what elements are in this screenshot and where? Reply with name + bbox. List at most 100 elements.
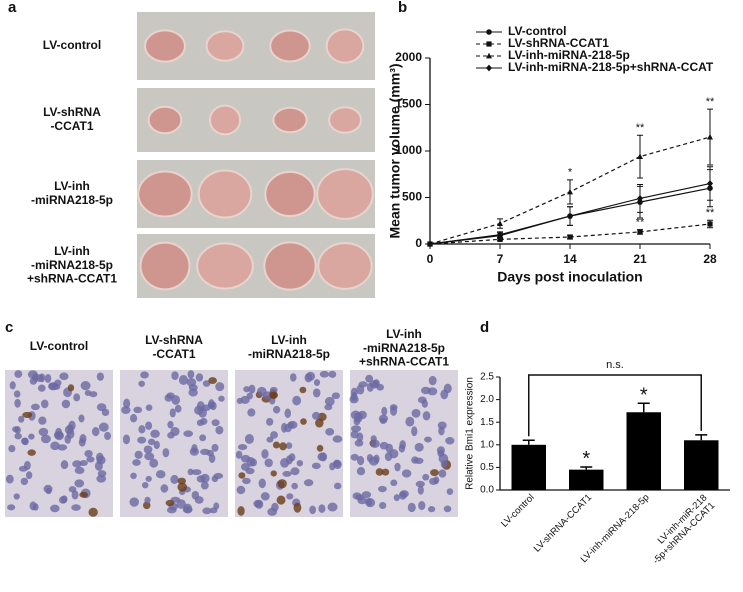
cell-nucleus (12, 426, 20, 433)
cell-nucleus (29, 377, 38, 385)
cell-nucleus (437, 449, 445, 458)
cell-nucleus (288, 453, 296, 462)
cell-nucleus (261, 449, 269, 459)
cell-nucleus (411, 426, 418, 437)
significance: * (640, 384, 648, 406)
cell-nucleus (351, 425, 362, 433)
cell-nucleus (14, 433, 22, 440)
cell-nucleus (170, 426, 180, 437)
cell-nucleus (277, 479, 287, 489)
cell-nucleus (393, 494, 400, 502)
cell-nucleus (428, 375, 437, 386)
cell-nucleus (133, 406, 143, 414)
column-label: LV-inh -miRNA218-5p (248, 333, 330, 361)
cell-nucleus (20, 477, 29, 486)
cell-nucleus (304, 373, 313, 383)
cell-nucleus (289, 373, 297, 382)
cell-nucleus (140, 371, 149, 379)
legend-label: LV-shRNA-CCAT1 (508, 36, 609, 50)
cell-nucleus (378, 414, 389, 423)
cell-nucleus (134, 450, 143, 459)
cell-nucleus (332, 435, 343, 443)
cell-nucleus (356, 466, 366, 476)
significance: ** (636, 216, 645, 228)
legend-label: LV-control (508, 24, 566, 38)
cell-nucleus (256, 386, 267, 396)
point (567, 188, 573, 195)
cell-nucleus (247, 408, 256, 417)
cell-nucleus (378, 485, 387, 493)
cell-nucleus (171, 371, 179, 381)
cell-nucleus (379, 501, 387, 510)
cell-nucleus (438, 469, 447, 478)
cell-nucleus (208, 453, 216, 463)
cell-nucleus (248, 384, 256, 394)
bar (626, 412, 661, 490)
cell-nucleus (44, 373, 52, 383)
cell-nucleus (18, 465, 28, 472)
point (567, 212, 573, 220)
cell-nucleus (270, 470, 277, 477)
point (707, 221, 713, 227)
panel-letter: b (398, 0, 407, 16)
cell-nucleus (144, 496, 151, 504)
cell-nucleus (45, 487, 52, 495)
point (637, 229, 643, 235)
cell-nucleus (356, 384, 365, 395)
error-bar (580, 466, 593, 470)
cell-nucleus (309, 505, 317, 515)
cell-nucleus (240, 395, 250, 404)
cell-nucleus (421, 386, 431, 395)
cell-nucleus (79, 491, 88, 498)
x-tick-label: 0 (427, 252, 434, 266)
cell-nucleus (68, 420, 76, 431)
cell-nucleus (74, 479, 85, 488)
cell-nucleus (59, 372, 69, 381)
ihc-image (120, 370, 228, 517)
cell-nucleus (290, 467, 300, 476)
point (497, 236, 503, 242)
tumor (316, 168, 374, 220)
y-tick-label: 1.0 (480, 439, 494, 450)
cell-nucleus (74, 466, 85, 474)
point (427, 240, 433, 248)
cell-nucleus (411, 456, 419, 464)
legend-marker (486, 64, 492, 72)
cell-nucleus (381, 406, 388, 416)
x-tick-label: LV-inh-miR-218-5p+shRNA-CCAT1 (643, 492, 717, 566)
cell-nucleus (237, 443, 248, 451)
cell-nucleus (300, 418, 307, 425)
cell-nucleus (38, 416, 47, 425)
cell-nucleus (50, 504, 60, 513)
cell-nucleus (80, 381, 91, 391)
row-label: LV-shRNA -CCAT1 (43, 105, 101, 133)
cell-nucleus (145, 404, 153, 412)
cell-nucleus (138, 425, 146, 434)
legend-label: LV-inh-miRNA-218-5p+shRNA-CCAT (508, 60, 714, 74)
cell-nucleus (183, 430, 194, 438)
cell-nucleus (417, 485, 424, 495)
cell-nucleus (372, 379, 380, 388)
cell-nucleus (324, 404, 333, 411)
row-label: LV-control (43, 38, 101, 52)
y-tick-label: 0.0 (480, 485, 494, 496)
y-tick-label: 1.5 (480, 417, 494, 428)
cell-nucleus (27, 449, 36, 456)
cell-nucleus (202, 380, 211, 387)
tumor (263, 241, 317, 291)
cell-nucleus (187, 468, 194, 476)
y-tick-label: 1500 (395, 97, 422, 111)
cell-nucleus (366, 382, 374, 392)
cell-nucleus (313, 379, 321, 387)
cell-nucleus (285, 442, 293, 449)
cell-nucleus (324, 396, 335, 406)
cell-nucleus (349, 395, 359, 404)
cell-nucleus (169, 408, 176, 418)
cell-nucleus (325, 428, 335, 436)
x-tick-label: 21 (633, 252, 647, 266)
cell-nucleus (437, 421, 447, 430)
tumor (137, 170, 193, 218)
cell-nucleus (178, 375, 189, 385)
cell-nucleus (249, 458, 258, 467)
y-axis-label: Relative Bmi1 expression (465, 377, 476, 490)
